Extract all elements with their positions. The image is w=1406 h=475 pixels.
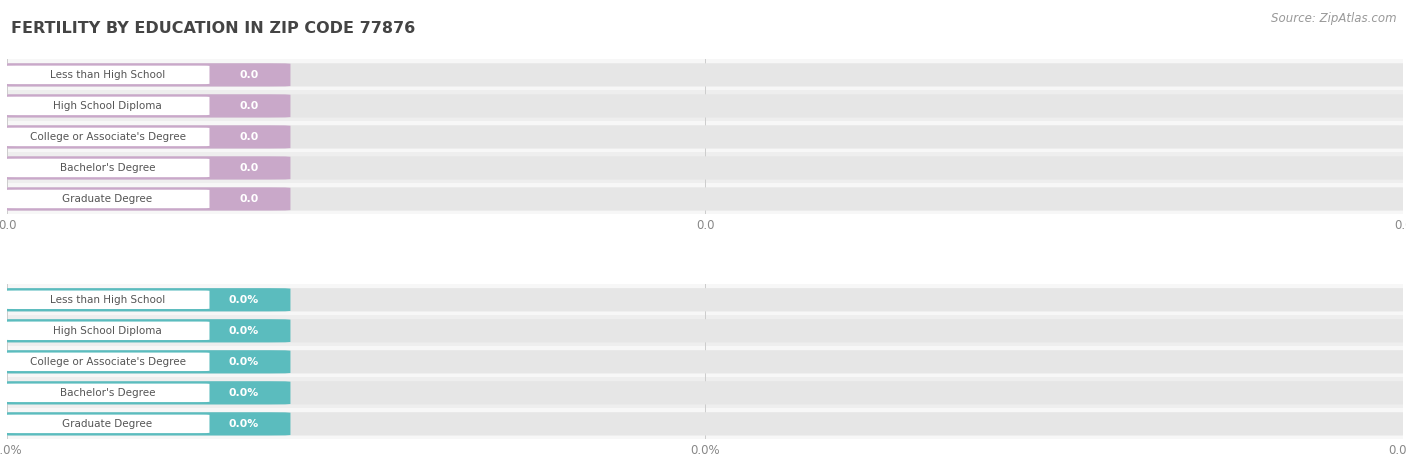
- Text: Graduate Degree: Graduate Degree: [62, 419, 153, 429]
- FancyBboxPatch shape: [0, 381, 1406, 405]
- Text: Less than High School: Less than High School: [51, 295, 165, 305]
- FancyBboxPatch shape: [0, 94, 291, 117]
- Bar: [7, 315, 1403, 346]
- Text: 0.0: 0.0: [239, 70, 259, 80]
- FancyBboxPatch shape: [0, 350, 291, 373]
- Text: 0.0%: 0.0%: [228, 357, 259, 367]
- FancyBboxPatch shape: [6, 352, 209, 371]
- FancyBboxPatch shape: [0, 125, 291, 149]
- Text: Source: ZipAtlas.com: Source: ZipAtlas.com: [1271, 12, 1396, 25]
- FancyBboxPatch shape: [6, 128, 209, 146]
- FancyBboxPatch shape: [0, 156, 291, 180]
- Text: College or Associate's Degree: College or Associate's Degree: [30, 357, 186, 367]
- Bar: [7, 90, 1403, 122]
- Text: Bachelor's Degree: Bachelor's Degree: [60, 163, 155, 173]
- FancyBboxPatch shape: [0, 319, 1406, 342]
- Text: High School Diploma: High School Diploma: [53, 326, 162, 336]
- Bar: [7, 152, 1403, 183]
- Text: 0.0: 0.0: [239, 101, 259, 111]
- FancyBboxPatch shape: [0, 350, 1406, 373]
- FancyBboxPatch shape: [0, 94, 1406, 117]
- FancyBboxPatch shape: [6, 66, 209, 84]
- FancyBboxPatch shape: [0, 156, 1406, 180]
- Text: 0.0: 0.0: [239, 132, 259, 142]
- FancyBboxPatch shape: [6, 415, 209, 433]
- FancyBboxPatch shape: [0, 319, 291, 342]
- FancyBboxPatch shape: [6, 96, 209, 115]
- Text: Graduate Degree: Graduate Degree: [62, 194, 153, 204]
- Text: 0.0: 0.0: [239, 194, 259, 204]
- Text: 0.0%: 0.0%: [228, 419, 259, 429]
- FancyBboxPatch shape: [0, 63, 291, 86]
- FancyBboxPatch shape: [0, 412, 291, 436]
- FancyBboxPatch shape: [6, 190, 209, 208]
- FancyBboxPatch shape: [0, 187, 1406, 210]
- Bar: [7, 183, 1403, 215]
- FancyBboxPatch shape: [0, 288, 1406, 312]
- Bar: [7, 122, 1403, 152]
- FancyBboxPatch shape: [6, 159, 209, 177]
- Bar: [7, 59, 1403, 90]
- Text: 0.0%: 0.0%: [228, 295, 259, 305]
- FancyBboxPatch shape: [0, 412, 1406, 436]
- FancyBboxPatch shape: [0, 187, 291, 210]
- FancyBboxPatch shape: [6, 384, 209, 402]
- FancyBboxPatch shape: [0, 288, 291, 312]
- Text: High School Diploma: High School Diploma: [53, 101, 162, 111]
- Text: 0.0%: 0.0%: [228, 388, 259, 398]
- Text: FERTILITY BY EDUCATION IN ZIP CODE 77876: FERTILITY BY EDUCATION IN ZIP CODE 77876: [11, 21, 416, 37]
- Bar: [7, 408, 1403, 439]
- Bar: [7, 284, 1403, 315]
- FancyBboxPatch shape: [0, 381, 291, 405]
- FancyBboxPatch shape: [0, 63, 1406, 86]
- Text: College or Associate's Degree: College or Associate's Degree: [30, 132, 186, 142]
- FancyBboxPatch shape: [0, 125, 1406, 149]
- Bar: [7, 346, 1403, 377]
- Text: Less than High School: Less than High School: [51, 70, 165, 80]
- Bar: [7, 377, 1403, 408]
- Text: 0.0: 0.0: [239, 163, 259, 173]
- FancyBboxPatch shape: [6, 291, 209, 309]
- Text: Bachelor's Degree: Bachelor's Degree: [60, 388, 155, 398]
- FancyBboxPatch shape: [6, 322, 209, 340]
- Text: 0.0%: 0.0%: [228, 326, 259, 336]
